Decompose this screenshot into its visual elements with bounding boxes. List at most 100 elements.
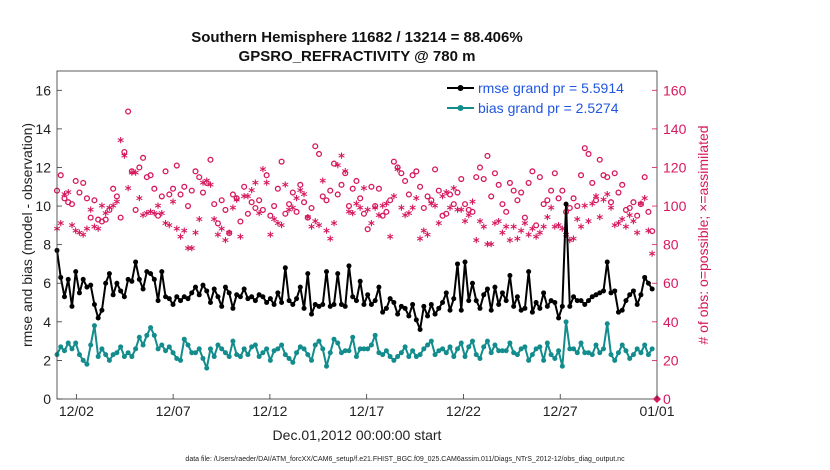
bias-point (443, 350, 449, 356)
bias-point (148, 325, 154, 331)
bias-point (189, 350, 195, 356)
rmse-point (563, 201, 569, 207)
obs-assimilated-point: * (492, 219, 499, 234)
bias-point (61, 348, 67, 354)
obs-assimilated-point: * (499, 229, 506, 244)
obs-assimilated-point: * (72, 227, 79, 242)
obs-possible-point (360, 210, 367, 217)
bias-point (380, 352, 386, 358)
obs-assimilated-point: * (87, 205, 94, 220)
obs-possible-point (405, 191, 412, 198)
rmse-point (376, 284, 382, 290)
rmse-point (69, 303, 75, 309)
bias-point (159, 342, 165, 348)
obs-possible-point (473, 174, 480, 181)
rmse-point (133, 259, 139, 265)
rmse-point (178, 298, 184, 304)
obs-possible-point (61, 195, 68, 202)
rmse-point (406, 313, 412, 319)
obs-assimilated-point: * (188, 244, 195, 259)
obs-possible-point (125, 108, 132, 115)
obs-possible-point (214, 220, 222, 227)
rmse-point (312, 301, 318, 307)
rmse-point (185, 296, 191, 302)
obs-assimilated-point: * (518, 227, 525, 242)
bias-point (301, 346, 307, 352)
obs-possible-point (604, 174, 611, 181)
obs-possible-point (166, 191, 173, 198)
bias-point (133, 346, 139, 352)
obs-possible-point (252, 204, 259, 212)
rmse-point (200, 282, 206, 288)
obs-possible-point (140, 154, 147, 161)
bias-point (469, 338, 475, 344)
bias-point (65, 340, 71, 346)
obs-assimilated-point: * (136, 194, 143, 209)
obs-possible-point (349, 185, 356, 192)
bias-point (425, 342, 431, 348)
obs-possible-point (428, 197, 435, 204)
obs-possible-point (544, 197, 551, 204)
rmse-point (634, 301, 640, 307)
obs-possible-point (424, 193, 431, 200)
bias-point (499, 348, 505, 354)
obs-possible-point (372, 203, 379, 210)
bias-point (511, 350, 517, 356)
obs-assimilated-point: * (600, 196, 607, 211)
bias-point (402, 344, 408, 350)
rmse-point (346, 263, 352, 269)
obs-assimilated-point: * (548, 203, 555, 218)
rmse-point (582, 301, 588, 307)
bias-point (507, 340, 513, 346)
rmse-point (481, 292, 487, 298)
bias-point (537, 344, 543, 350)
bias-point (391, 357, 397, 363)
obs-assimilated-point: * (596, 213, 603, 228)
rmse-point (589, 294, 595, 300)
bias-point (279, 342, 285, 348)
obs-possible-point (192, 168, 199, 175)
bias-point (215, 342, 221, 348)
obs-possible-point (499, 201, 506, 208)
bias-point (473, 352, 479, 358)
obs-possible-point (551, 170, 558, 177)
obs-possible-point (229, 191, 236, 198)
rmse-point (275, 290, 281, 296)
rmse-point (387, 296, 393, 302)
obs-possible-point (267, 212, 274, 219)
rmse-point (65, 276, 71, 282)
obs-assimilated-point: * (256, 209, 263, 224)
rmse-point (556, 315, 562, 321)
bias-point (383, 348, 389, 354)
obs-assimilated-point: * (222, 236, 229, 251)
obs-assimilated-point: * (473, 236, 480, 251)
rmse-point (425, 313, 431, 319)
obs-possible-point (102, 216, 109, 223)
right-tick-label: 120 (663, 159, 687, 175)
obs-assimilated-point: * (480, 223, 487, 238)
obs-possible-point (540, 201, 547, 208)
obs-assimilated-point: * (147, 207, 154, 222)
bias-line (56, 320, 653, 370)
obs-possible-point (169, 185, 177, 192)
obs-assimilated-point: * (420, 227, 427, 242)
bias-point (166, 344, 172, 350)
rmse-point (537, 305, 543, 311)
rmse-point (271, 301, 277, 307)
bias-point (634, 346, 640, 352)
bias-point (526, 357, 532, 363)
rmse-point (174, 294, 180, 300)
obs-count-points: ****************************************… (54, 108, 661, 403)
obs-possible-point (286, 201, 293, 208)
obs-assimilated-point: * (181, 227, 188, 242)
bias-point (428, 338, 434, 344)
obs-possible-point (521, 214, 528, 221)
rmse-point (181, 294, 187, 300)
obs-possible-point (390, 158, 397, 165)
bias-point (185, 342, 191, 348)
rmse-point (586, 298, 592, 304)
rmse-point (571, 294, 577, 300)
bias-point (630, 352, 636, 358)
obs-assimilated-point: * (574, 215, 581, 230)
